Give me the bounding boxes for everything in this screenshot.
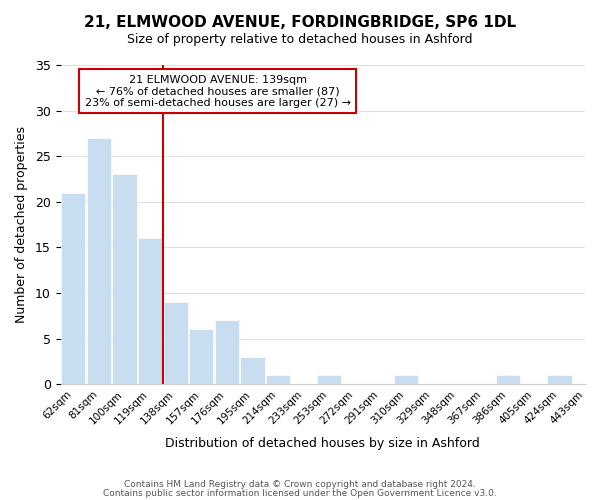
Bar xyxy=(189,330,214,384)
X-axis label: Distribution of detached houses by size in Ashford: Distribution of detached houses by size … xyxy=(166,437,480,450)
Y-axis label: Number of detached properties: Number of detached properties xyxy=(15,126,28,323)
Bar xyxy=(215,320,239,384)
Bar xyxy=(112,174,137,384)
Text: 21 ELMWOOD AVENUE: 139sqm
← 76% of detached houses are smaller (87)
23% of semi-: 21 ELMWOOD AVENUE: 139sqm ← 76% of detac… xyxy=(85,74,351,108)
Bar xyxy=(61,192,85,384)
Bar xyxy=(394,375,418,384)
Bar xyxy=(496,375,520,384)
Bar xyxy=(266,375,290,384)
Bar xyxy=(164,302,188,384)
Text: 21, ELMWOOD AVENUE, FORDINGBRIDGE, SP6 1DL: 21, ELMWOOD AVENUE, FORDINGBRIDGE, SP6 1… xyxy=(84,15,516,30)
Bar xyxy=(138,238,162,384)
Bar xyxy=(87,138,111,384)
Bar xyxy=(317,375,341,384)
Bar xyxy=(547,375,572,384)
Bar xyxy=(240,357,265,384)
Text: Size of property relative to detached houses in Ashford: Size of property relative to detached ho… xyxy=(127,32,473,46)
Text: Contains public sector information licensed under the Open Government Licence v3: Contains public sector information licen… xyxy=(103,488,497,498)
Text: Contains HM Land Registry data © Crown copyright and database right 2024.: Contains HM Land Registry data © Crown c… xyxy=(124,480,476,489)
